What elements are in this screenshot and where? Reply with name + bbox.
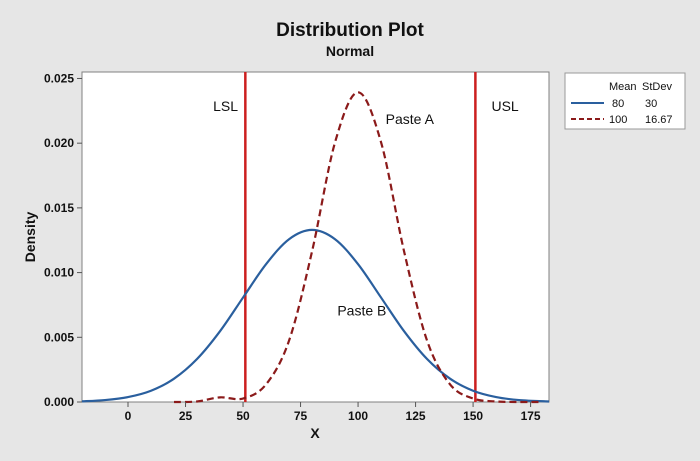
legend-row-2-stdev: 16.67 <box>645 114 673 126</box>
series-line-mean-80 <box>81 228 550 403</box>
spec-limit-lines <box>244 72 477 402</box>
x-tick-label: 0 <box>125 409 132 423</box>
y-tick-label: 0.025 <box>44 71 74 85</box>
x-tick-label: 75 <box>294 409 308 423</box>
x-axis: 0 25 50 75 100 125 150 175 <box>125 402 541 423</box>
y-tick-label: 0.020 <box>44 136 74 150</box>
chart-title: Distribution Plot <box>276 20 424 41</box>
legend: Mean StDev 80 30 100 16.67 <box>564 72 686 130</box>
annotation-paste-b: Paste B <box>337 302 386 318</box>
y-axis-label: Density <box>22 212 38 263</box>
x-tick-label: 50 <box>236 409 250 423</box>
x-tick-label: 125 <box>406 409 426 423</box>
y-tick-label: 0.005 <box>44 330 74 344</box>
y-tick-label: 0.015 <box>44 201 74 215</box>
annotations: LSL USL Paste A Paste B <box>213 98 519 318</box>
chart-subtitle: Normal <box>326 43 374 59</box>
legend-header-mean: Mean <box>609 81 637 93</box>
legend-row-1-stdev: 30 <box>645 98 657 110</box>
legend-row-1-mean: 80 <box>612 98 624 110</box>
x-tick-label: 100 <box>348 409 368 423</box>
x-tick-label: 150 <box>463 409 483 423</box>
y-tick-label: 0.010 <box>44 266 74 280</box>
y-axis: 0.000 0.005 0.010 0.015 0.020 0.025 <box>44 71 82 409</box>
annotation-usl: USL <box>491 98 518 114</box>
annotation-paste-a: Paste A <box>386 111 435 127</box>
x-tick-label: 25 <box>179 409 193 423</box>
legend-row-2-mean: 100 <box>609 114 627 126</box>
x-axis-label: X <box>310 425 320 441</box>
y-tick-label: 0.000 <box>44 395 74 409</box>
x-tick-label: 175 <box>521 409 541 423</box>
annotation-lsl: LSL <box>213 98 238 114</box>
series-layer <box>81 91 550 404</box>
legend-box <box>564 72 686 130</box>
series-line-mean-100 <box>173 91 543 404</box>
legend-header-stdev: StDev <box>642 81 672 93</box>
